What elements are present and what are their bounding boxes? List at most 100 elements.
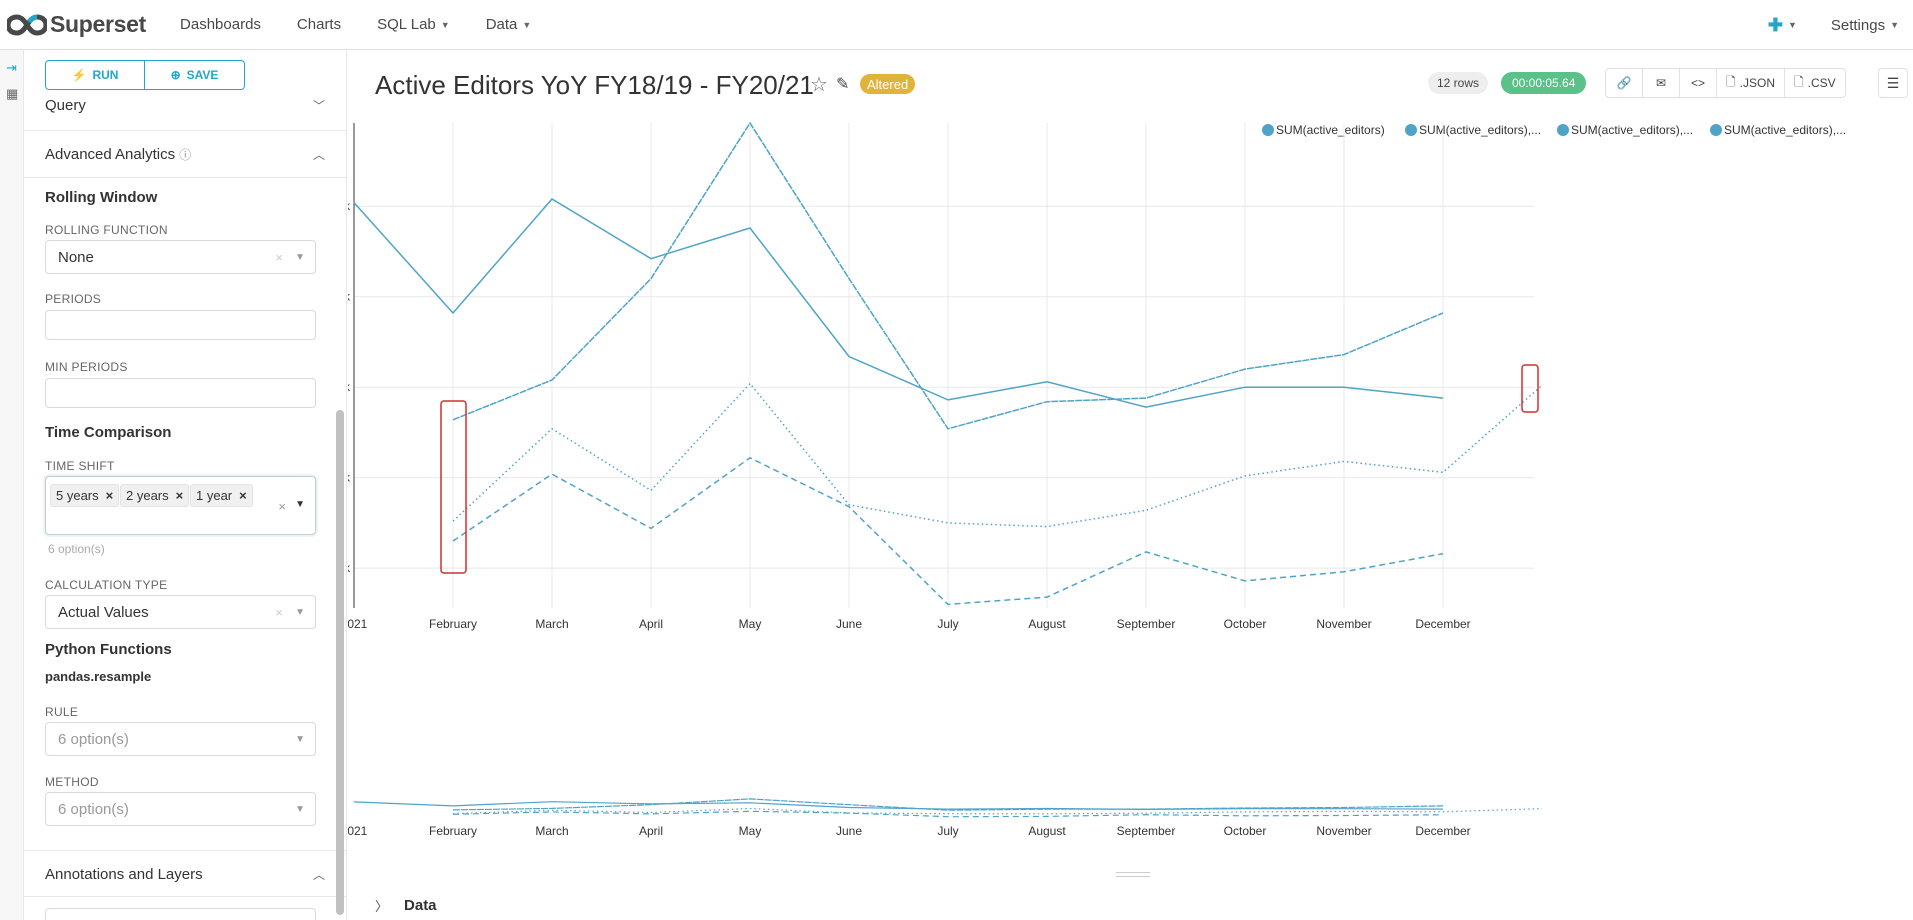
superset-logo-icon xyxy=(7,13,47,36)
chevron-up-icon: ︿ xyxy=(312,868,325,882)
remove-tag-icon[interactable]: × xyxy=(239,488,247,503)
nav-right: ✚ ▼ Settings ▼ xyxy=(1768,0,1913,50)
rolling-function-value: None xyxy=(58,248,94,266)
caret-down-icon: ▼ xyxy=(295,606,305,618)
embed-code-icon[interactable]: <> xyxy=(1680,69,1717,97)
legend-item[interactable]: SUM(active_editors),... xyxy=(1710,123,1846,137)
email-icon[interactable]: ✉ xyxy=(1643,69,1680,97)
expand-panel-icon[interactable]: ⇥ xyxy=(6,60,17,75)
time-shift-tag: 5 years × xyxy=(50,484,120,507)
time-comparison-title: Time Comparison xyxy=(45,424,172,441)
x-tick-label: 2021 xyxy=(348,617,368,631)
legend-label: SUM(active_editors) xyxy=(1276,123,1385,137)
link-icon[interactable]: 🔗 xyxy=(1606,69,1643,97)
legend-dot xyxy=(1262,124,1274,136)
table-icon[interactable]: ▦ xyxy=(6,86,19,101)
rule-select[interactable]: 6 option(s) ▼ xyxy=(45,722,316,756)
star-icon[interactable]: ☆ xyxy=(810,74,828,96)
rolling-function-select[interactable]: None × ▼ xyxy=(45,240,316,274)
top-navbar: Superset Dashboards Charts SQL Lab ▼ Data… xyxy=(0,0,1913,50)
hamburger-menu-icon[interactable]: ☰ xyxy=(1878,68,1908,98)
y-tick-label: 100k xyxy=(348,199,351,213)
time-shift-tag: 1 year × xyxy=(190,484,253,507)
new-item-button[interactable]: ✚ ▼ xyxy=(1768,15,1797,36)
rolling-window-title: Rolling Window xyxy=(45,189,158,206)
brand-name: Superset xyxy=(50,11,147,37)
clear-icon[interactable]: × xyxy=(275,249,283,265)
run-save-group: ⚡ RUN ⊕ SAVE xyxy=(45,60,245,90)
settings-menu[interactable]: Settings ▼ xyxy=(1831,17,1899,34)
menu-charts[interactable]: Charts xyxy=(297,16,341,33)
min-periods-input[interactable] xyxy=(45,378,316,408)
menu-data[interactable]: Data ▼ xyxy=(486,16,532,33)
query-section-header[interactable]: Query ﹀ xyxy=(45,97,325,114)
menu-dashboards[interactable]: Dashboards xyxy=(180,16,261,33)
series-line xyxy=(452,382,1543,528)
chart-title[interactable]: Active Editors YoY FY18/19 - FY20/21 xyxy=(375,70,814,100)
main-menu: Dashboards Charts SQL Lab ▼ Data ▼ xyxy=(180,16,567,33)
panel-scrollbar[interactable] xyxy=(336,410,344,915)
method-select[interactable]: 6 option(s) ▼ xyxy=(45,792,316,826)
export-csv-button[interactable]: 🗋 .CSV xyxy=(1785,69,1845,97)
plus-circle-icon: ⊕ xyxy=(170,68,181,82)
brush-x-tick-label: September xyxy=(1117,824,1176,838)
divider xyxy=(24,130,346,131)
resize-handle[interactable] xyxy=(1116,872,1150,877)
advanced-analytics-label: Advanced Analytics xyxy=(45,146,176,163)
time-shift-label: TIME SHIFT xyxy=(45,459,115,473)
periods-label: PERIODS xyxy=(45,292,102,306)
csv-label: .CSV xyxy=(1807,76,1836,90)
query-time-badge: 00:00:05.64 xyxy=(1501,72,1587,94)
time-shift-select[interactable]: 5 years × 2 years × 1 year × × ▼ xyxy=(45,476,316,535)
menu-data-label: Data xyxy=(485,16,518,33)
tag-label: 5 years xyxy=(56,488,99,503)
legend-item[interactable]: SUM(active_editors),... xyxy=(1405,123,1541,137)
rolling-function-label: ROLLING FUNCTION xyxy=(45,223,168,237)
settings-label: Settings xyxy=(1830,16,1886,34)
plus-icon: ✚ xyxy=(1767,14,1783,35)
legend-label: SUM(active_editors),... xyxy=(1571,123,1694,137)
line-chart[interactable]: 100k 95k 90k 85k 80k 2021 2021 February February… xyxy=(348,50,1913,870)
caret-down-icon: ▼ xyxy=(295,499,305,510)
menu-sql-lab[interactable]: SQL Lab ▼ xyxy=(377,16,450,33)
x-tick-label: June xyxy=(836,617,862,631)
calculation-type-select[interactable]: Actual Values × ▼ xyxy=(45,595,316,629)
annotation-layer-input[interactable] xyxy=(45,908,316,920)
advanced-analytics-header[interactable]: Advanced Analytics ⓘ ︿ xyxy=(45,146,325,163)
brush-series-line xyxy=(452,807,1543,815)
caret-down-icon: ▼ xyxy=(295,733,305,745)
save-button[interactable]: ⊕ SAVE xyxy=(145,60,245,90)
clear-icon[interactable]: × xyxy=(275,604,283,620)
data-section-toggle[interactable]: 〉 Data xyxy=(375,896,437,915)
y-tick-label: 95k xyxy=(348,290,351,304)
periods-input[interactable] xyxy=(45,310,316,340)
legend-item[interactable]: SUM(active_editors),... xyxy=(1557,123,1693,137)
altered-badge[interactable]: Altered xyxy=(860,74,916,94)
brush-x-tick-label: June xyxy=(836,824,862,838)
tag-label: 1 year xyxy=(196,488,233,503)
divider xyxy=(24,177,346,178)
clear-icon[interactable]: × xyxy=(278,499,286,514)
remove-tag-icon[interactable]: × xyxy=(105,488,114,503)
brush-x-tick-label: February xyxy=(429,824,477,838)
caret-down-icon: ▼ xyxy=(522,19,532,30)
rule-placeholder: 6 option(s) xyxy=(58,730,129,748)
method-placeholder: 6 option(s) xyxy=(58,800,129,818)
export-json-button[interactable]: 🗋 .JSON xyxy=(1717,69,1785,97)
x-tick-label: December xyxy=(1415,617,1470,631)
x-tick-label: April xyxy=(639,617,663,631)
brush-series-line xyxy=(452,798,1444,811)
legend-item[interactable]: SUM(active_editors) xyxy=(1262,123,1385,137)
edit-icon[interactable]: ✎ xyxy=(836,76,850,93)
superset-logo[interactable]: Superset xyxy=(7,11,146,38)
caret-down-icon: ▼ xyxy=(295,803,305,815)
x-tick-label: August xyxy=(1028,617,1066,631)
calculation-type-value: Actual Values xyxy=(58,603,149,621)
run-button[interactable]: ⚡ RUN xyxy=(45,60,145,90)
annotations-layers-header[interactable]: Annotations and Layers ︿ xyxy=(45,866,325,883)
tag-label: 2 years xyxy=(126,488,169,503)
file-icon: 🗋 xyxy=(1794,74,1804,89)
time-shift-hint: 6 option(s) xyxy=(48,542,105,556)
x-tick-label: July xyxy=(937,617,958,631)
remove-tag-icon[interactable]: × xyxy=(175,488,184,503)
